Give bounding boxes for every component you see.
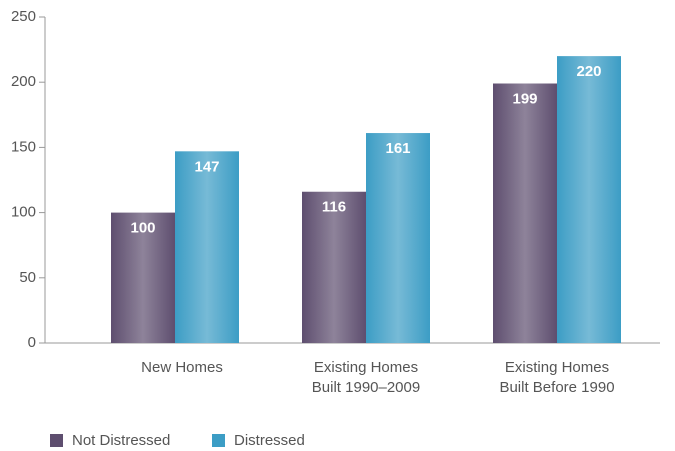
value-label: 220	[576, 63, 601, 80]
x-tick-label: Built 1990–2009	[312, 379, 420, 396]
x-tick-label: Built Before 1990	[499, 379, 614, 396]
y-tick-label: 50	[19, 269, 36, 286]
value-label: 161	[385, 140, 410, 157]
y-tick-label: 0	[28, 334, 36, 351]
value-label: 100	[130, 220, 155, 237]
bar	[493, 83, 557, 343]
bar	[366, 133, 430, 343]
value-label: 116	[322, 199, 346, 216]
y-tick-label: 200	[11, 73, 36, 90]
bar	[557, 56, 621, 344]
y-tick-label: 150	[11, 138, 36, 155]
legend-swatch	[50, 434, 63, 447]
bar	[111, 212, 175, 343]
legend-swatch	[212, 434, 225, 447]
value-label: 147	[194, 158, 219, 175]
y-tick-label: 100	[11, 204, 36, 221]
legend-label: Not Distressed	[72, 432, 170, 449]
bar	[302, 191, 366, 343]
x-tick-label: Existing Homes	[314, 359, 418, 376]
legend-label: Distressed	[234, 432, 305, 449]
x-tick-label: Existing Homes	[505, 359, 609, 376]
bar	[175, 151, 239, 343]
x-tick-label: New Homes	[141, 359, 223, 376]
y-tick-label: 250	[11, 8, 36, 25]
value-label: 199	[512, 90, 537, 107]
